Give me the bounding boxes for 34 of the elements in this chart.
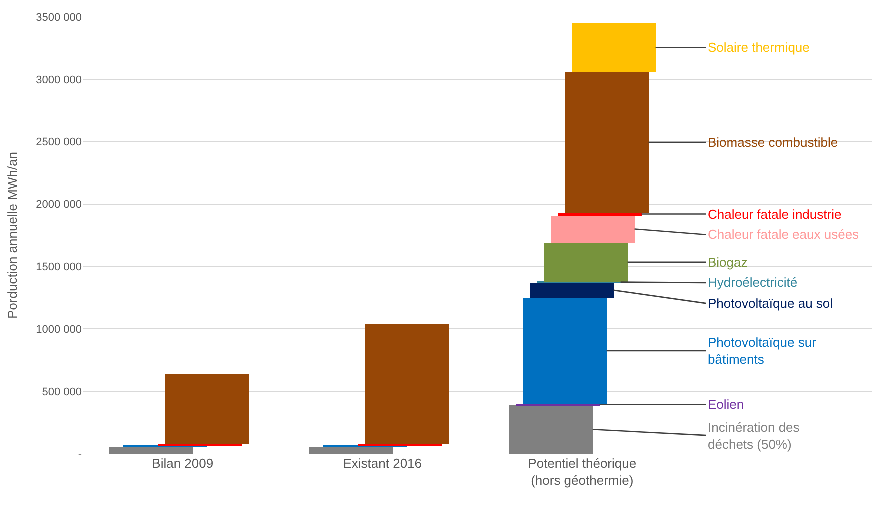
- text: Incinération des déchets (50%): [708, 420, 800, 452]
- bar: [365, 324, 449, 444]
- bar: [565, 72, 649, 213]
- text: Eolien: [708, 397, 744, 412]
- y-tick-label: 1500 000: [36, 262, 82, 274]
- y-tick-label: 2500 000: [36, 136, 82, 149]
- bar: [572, 23, 656, 72]
- text: Solaire thermique: [708, 40, 810, 55]
- y-tick-label: 3000 000: [36, 74, 82, 86]
- bar: [165, 374, 249, 444]
- text: Hydroélectricité: [708, 275, 798, 290]
- y-tick-label: 500 000: [42, 386, 82, 398]
- bar: [523, 298, 607, 404]
- bar: [544, 243, 628, 282]
- bar: [509, 405, 593, 454]
- y-axis-title: Porduction annuelle MWh/an: [5, 152, 20, 319]
- text: Biogaz: [708, 255, 748, 270]
- bar: [109, 447, 193, 454]
- y-tick-label: 1000 000: [36, 324, 82, 336]
- text: Chaleur fatale industrie: [708, 207, 842, 222]
- bar: [558, 213, 642, 216]
- y-tick-label: -: [78, 448, 82, 461]
- x-tick-label: Potentiel théorique (hors géothermie): [528, 456, 637, 488]
- y-tick-label: 3500 000: [36, 12, 82, 24]
- x-tick-label: Bilan 2009: [152, 456, 214, 471]
- bar: [309, 447, 393, 454]
- x-tick-label: Existant 2016: [343, 456, 422, 471]
- text: Photovoltaïque au sol: [708, 296, 834, 311]
- bar: [530, 283, 614, 298]
- y-tick-label: 2000 000: [36, 199, 82, 212]
- text: Biomasse combustible: [708, 135, 838, 150]
- text: Chaleur fatale eaux usées: [708, 227, 860, 242]
- text: Photovoltaïque sur bâtiments: [708, 335, 818, 367]
- bar: [551, 216, 635, 243]
